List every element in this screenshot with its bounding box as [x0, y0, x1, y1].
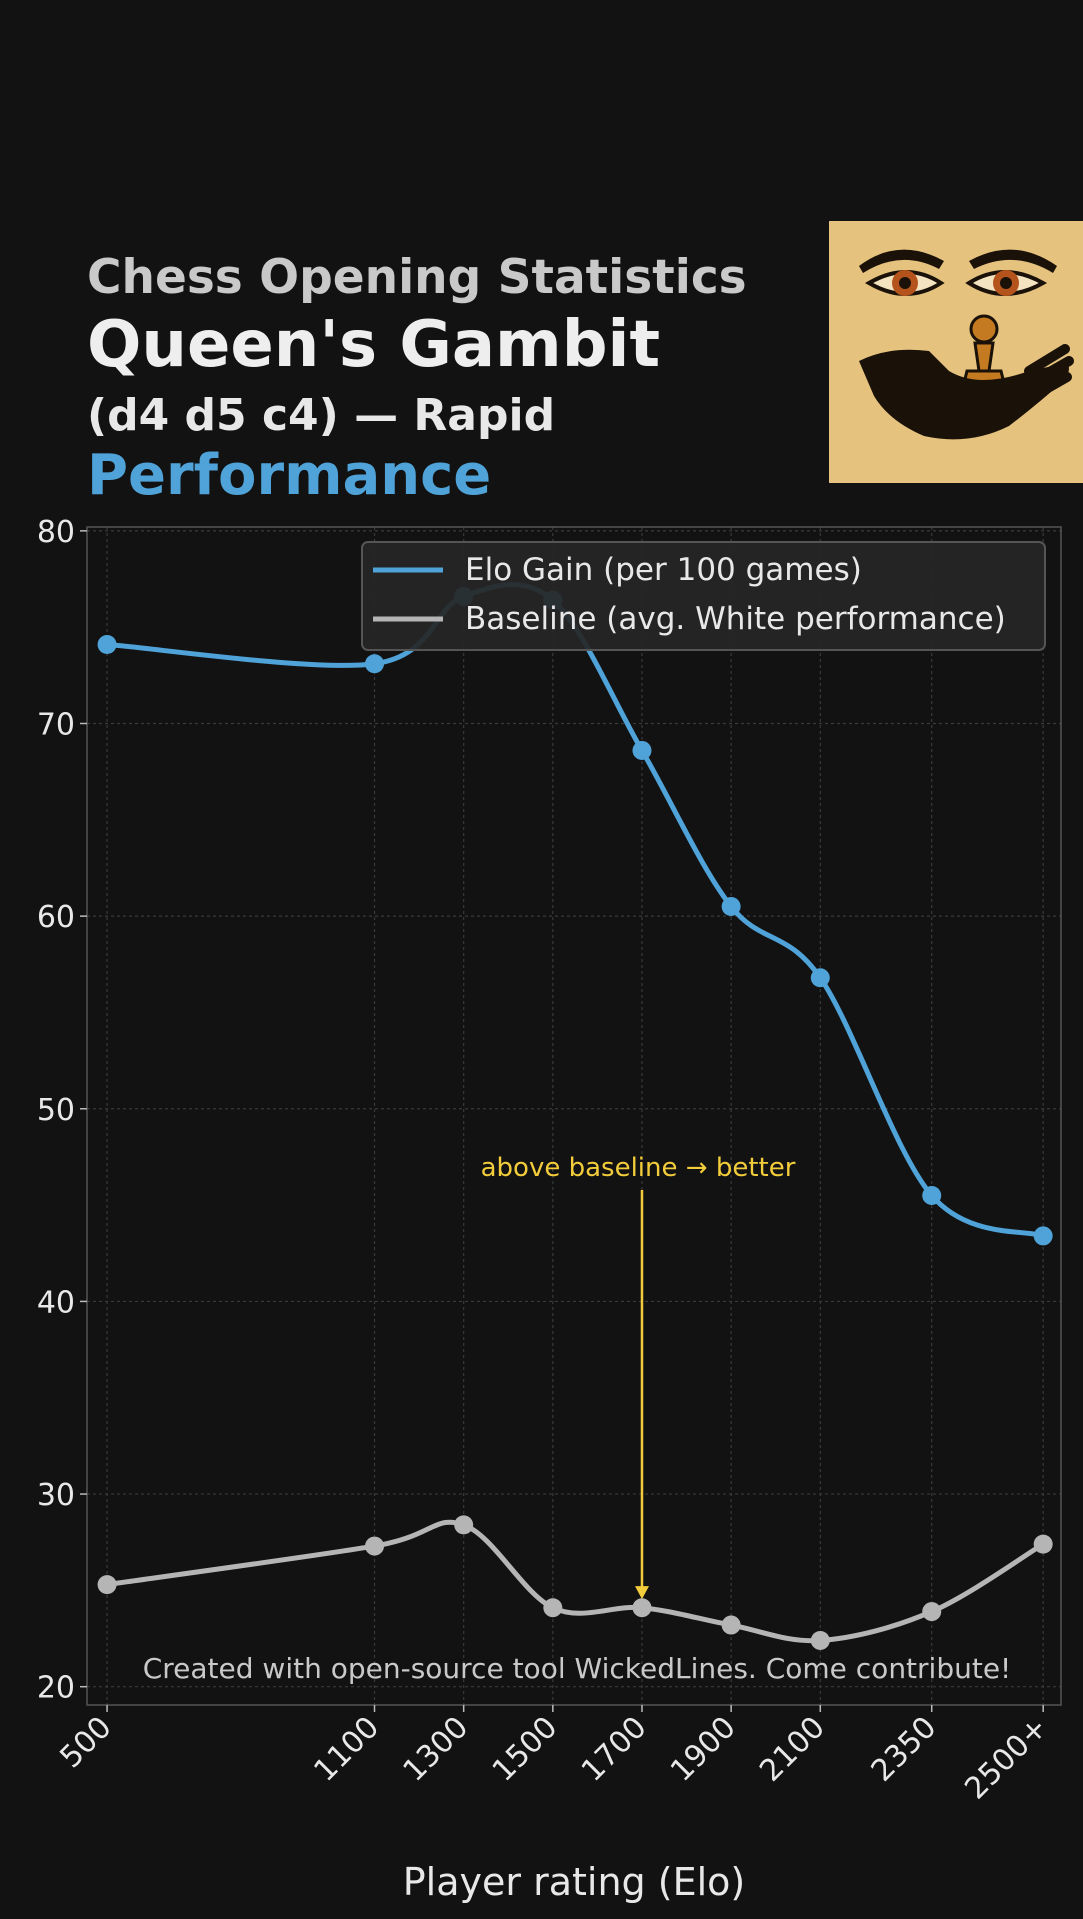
y-tick-label: 70 [37, 707, 75, 742]
x-axis: 500 1100 1300 1500 1700 1900 2100 2350 2500+ [53, 1705, 1055, 1807]
data-point-gain [922, 1185, 942, 1205]
y-axis: 20 30 40 50 60 70 80 [37, 515, 87, 1706]
x-tick-label: 2500+ [958, 1710, 1055, 1807]
series-points [97, 586, 1053, 1650]
data-point-baseline [365, 1536, 385, 1556]
y-tick-label: 30 [37, 1478, 75, 1513]
series-line-gain [104, 582, 1046, 1239]
data-point-baseline [97, 1575, 117, 1595]
annotation-arrowhead [634, 1586, 649, 1600]
legend-label-baseline: Baseline (avg. White performance) [465, 601, 1006, 637]
y-tick-label: 40 [37, 1285, 75, 1320]
y-tick-label: 60 [37, 900, 75, 935]
data-point-gain [97, 635, 117, 655]
x-tick-label: 2100 [753, 1710, 832, 1789]
opening-title: Queen's Gambit [87, 308, 661, 382]
legend-label-gain: Elo Gain (per 100 games) [465, 552, 862, 588]
x-tick-label: 1500 [486, 1710, 565, 1789]
data-point-baseline [454, 1515, 474, 1535]
x-tick-label: 1100 [307, 1710, 386, 1789]
y-tick-label: 50 [37, 1093, 75, 1128]
opening-moves: (d4 d5 c4) — Rapid [87, 390, 556, 441]
series-lines [104, 582, 1046, 1644]
data-point-gain [810, 968, 830, 988]
data-point-gain [721, 897, 741, 917]
data-point-baseline [810, 1630, 830, 1650]
data-point-baseline [632, 1598, 652, 1618]
data-point-baseline [1033, 1534, 1053, 1554]
x-tick-label: 500 [53, 1710, 118, 1775]
data-point-baseline [721, 1615, 741, 1635]
x-tick-label: 1700 [575, 1710, 654, 1789]
chart-supertitle: Chess Opening Statistics [87, 250, 747, 305]
series-line-baseline [104, 1519, 1046, 1644]
x-tick-label: 1300 [397, 1710, 476, 1789]
x-axis-label: Player rating (Elo) [403, 1860, 745, 1904]
x-tick-label: 1900 [664, 1710, 743, 1789]
annotation-text: above baseline → better [481, 1153, 796, 1183]
data-point-baseline [543, 1598, 563, 1618]
grid-lines [87, 527, 1061, 1705]
y-tick-label: 80 [37, 515, 75, 550]
metric-title: Performance [87, 443, 492, 508]
data-point-baseline [922, 1602, 942, 1622]
legend-box [361, 541, 1046, 651]
data-point-gain [365, 654, 385, 674]
legend: Elo Gain (per 100 games) Baseline (avg. … [361, 541, 1046, 651]
data-point-gain [632, 740, 652, 760]
x-tick-label: 2350 [865, 1710, 944, 1789]
data-point-gain [1033, 1226, 1053, 1246]
plot-frame [86, 526, 1062, 1706]
chess-eyes-hand-pawn-illustration-icon [829, 221, 1083, 483]
y-tick-label: 20 [37, 1671, 75, 1706]
chart-footer-credit: Created with open-source tool WickedLine… [143, 1652, 1012, 1685]
